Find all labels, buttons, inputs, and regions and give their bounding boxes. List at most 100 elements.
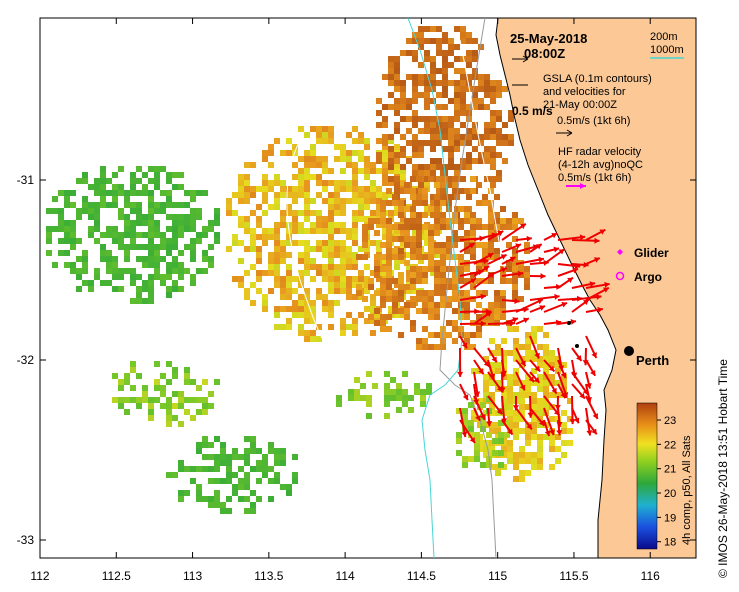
sst-pixel	[310, 228, 316, 234]
sst-pixel	[298, 180, 304, 186]
sst-pixel	[398, 290, 404, 296]
sst-pixel	[471, 410, 477, 416]
sst-pixel	[494, 248, 500, 254]
sst-pixel	[394, 158, 400, 164]
sst-pixel	[364, 156, 370, 162]
sst-pixel	[462, 414, 468, 420]
sst-pixel	[513, 374, 519, 380]
sst-pixel	[148, 274, 154, 280]
sst-pixel	[244, 496, 250, 502]
sst-pixel	[124, 256, 130, 262]
sst-pixel	[154, 166, 160, 172]
sst-pixel	[354, 377, 360, 383]
sst-pixel	[392, 278, 398, 284]
sst-pixel	[518, 296, 524, 302]
sst-pixel	[454, 86, 460, 92]
sst-pixel	[507, 350, 513, 356]
sst-pixel	[148, 244, 154, 250]
sst-pixel	[244, 508, 250, 514]
sst-pixel	[416, 308, 422, 314]
sst-pixel	[310, 210, 316, 216]
sst-pixel	[382, 144, 388, 150]
sst-pixel	[172, 202, 178, 208]
sst-pixel	[519, 452, 525, 458]
sst-pixel	[456, 450, 462, 456]
sst-pixel	[410, 218, 416, 224]
sst-pixel	[148, 220, 154, 226]
sst-pixel	[202, 436, 208, 442]
sst-pixel	[334, 228, 340, 234]
sst-pixel	[250, 228, 256, 234]
sst-pixel	[512, 284, 518, 290]
sst-pixel	[196, 385, 202, 391]
sst-pixel	[256, 252, 262, 258]
sst-pixel	[124, 190, 130, 196]
sst-pixel	[274, 222, 280, 228]
sst-pixel	[184, 397, 190, 403]
sst-pixel	[410, 326, 416, 332]
sst-pixel	[262, 294, 268, 300]
x-tick-label: 114.5	[407, 569, 436, 583]
sst-pixel	[476, 290, 482, 296]
sst-pixel	[298, 126, 304, 132]
sst-pixel	[280, 324, 286, 330]
radar-arrow-head	[514, 298, 520, 305]
sst-pixel	[316, 162, 322, 168]
sst-pixel	[414, 389, 420, 395]
sst-pixel	[490, 182, 496, 188]
sst-pixel	[400, 152, 406, 158]
sst-pixel	[454, 80, 460, 86]
sst-pixel	[196, 490, 202, 496]
sst-pixel	[340, 324, 346, 330]
sst-pixel	[446, 242, 452, 248]
sst-pixel	[454, 140, 460, 146]
sst-pixel	[310, 144, 316, 150]
sst-pixel	[346, 276, 352, 282]
sst-pixel	[370, 306, 376, 312]
sst-pixel	[549, 446, 555, 452]
sst-pixel	[549, 362, 555, 368]
sst-pixel	[316, 228, 322, 234]
sst-pixel	[488, 248, 494, 254]
sst-pixel	[388, 210, 394, 216]
sst-pixel	[392, 236, 398, 242]
sst-pixel	[250, 442, 256, 448]
sst-pixel	[454, 26, 460, 32]
sst-pixel	[262, 472, 268, 478]
sst-pixel	[316, 174, 322, 180]
sst-pixel	[410, 242, 416, 248]
sst-pixel	[274, 174, 280, 180]
sst-pixel	[537, 410, 543, 416]
sst-pixel	[472, 56, 478, 62]
sst-pixel	[484, 122, 490, 128]
sst-pixel	[398, 212, 404, 218]
sst-pixel	[232, 240, 238, 246]
sst-pixel	[484, 74, 490, 80]
radar-arrow-head	[496, 408, 503, 415]
sst-pixel	[336, 395, 342, 401]
sst-pixel	[154, 244, 160, 250]
sst-pixel	[106, 178, 112, 184]
radar-arrow-head	[586, 430, 593, 436]
sst-pixel	[496, 152, 502, 158]
perth-marker	[624, 346, 634, 356]
sst-pixel	[76, 178, 82, 184]
sst-pixel	[256, 288, 262, 294]
sst-pixel	[136, 232, 142, 238]
sst-pixel	[382, 162, 388, 168]
sst-pixel	[304, 252, 310, 258]
sst-pixel	[148, 415, 154, 421]
sst-pixel	[244, 174, 250, 180]
sst-pixel	[154, 202, 160, 208]
sst-pixel	[70, 232, 76, 238]
radar-arrow-head	[583, 261, 589, 268]
sst-pixel	[512, 266, 518, 272]
sst-pixel	[494, 254, 500, 260]
sst-pixel	[446, 224, 452, 230]
sst-pixel	[488, 314, 494, 320]
sst-pixel	[316, 264, 322, 270]
sst-pixel	[58, 250, 64, 256]
sst-pixel	[148, 298, 154, 304]
sst-pixel	[412, 110, 418, 116]
sst-pixel	[412, 56, 418, 62]
